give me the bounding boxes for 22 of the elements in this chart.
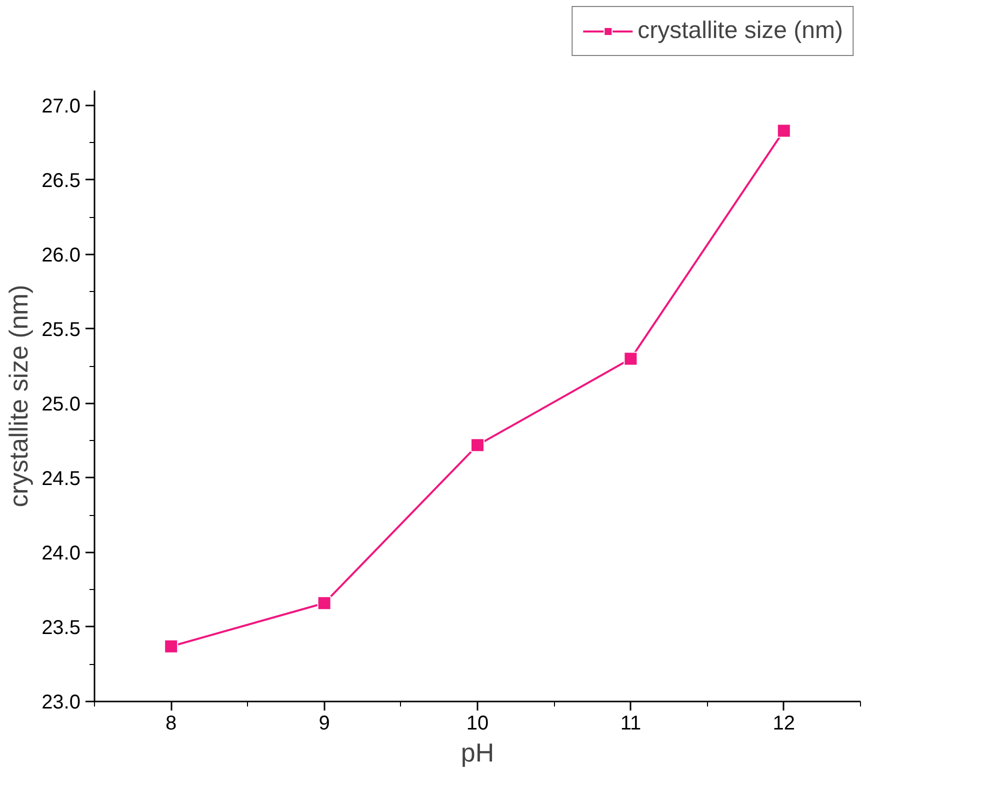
x-tick-label: 12: [772, 712, 796, 734]
y-tick-label: 26.5: [42, 170, 81, 192]
y-tick-label: 23.0: [42, 692, 81, 714]
y-tick-label: 25.5: [42, 318, 81, 341]
y-tick-label: 25.0: [42, 393, 81, 416]
point: [776, 124, 791, 138]
point: [624, 352, 638, 366]
legend-label: crystallite size (nm): [638, 17, 843, 45]
point: [470, 438, 484, 452]
point: [164, 639, 178, 654]
y-tick-label: 26.0: [42, 244, 81, 266]
y-tick-label: 23.5: [42, 616, 81, 639]
x-tick-label: 10: [466, 712, 489, 734]
x-tick-label: 9: [318, 712, 330, 734]
x-axis-title: pH: [460, 738, 494, 768]
y-axis-title: crystallite size (nm): [4, 284, 34, 508]
y-tick-label: 24.5: [42, 468, 81, 490]
x-tick-label: 8: [166, 712, 177, 734]
point: [317, 596, 332, 610]
y-tick-label: 24.0: [42, 542, 81, 564]
y-tick-label: 27.0: [42, 95, 81, 118]
x-tick-label: 11: [620, 712, 642, 734]
